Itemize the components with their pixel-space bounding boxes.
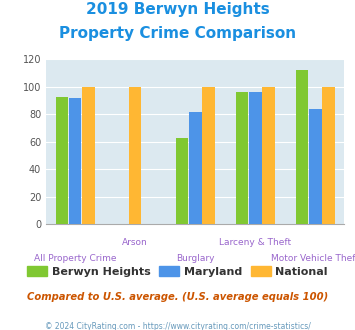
Bar bbox=[202, 87, 215, 224]
Text: Property Crime Comparison: Property Crime Comparison bbox=[59, 26, 296, 41]
Bar bbox=[69, 98, 82, 224]
Text: Burglary: Burglary bbox=[176, 254, 214, 263]
Bar bbox=[56, 96, 68, 224]
Bar bbox=[296, 70, 308, 224]
Bar bbox=[322, 87, 335, 224]
Bar bbox=[189, 112, 202, 224]
Bar bbox=[262, 87, 275, 224]
Legend: Berwyn Heights, Maryland, National: Berwyn Heights, Maryland, National bbox=[23, 261, 332, 281]
Text: All Property Crime: All Property Crime bbox=[34, 254, 116, 263]
Text: Larceny & Theft: Larceny & Theft bbox=[219, 238, 291, 247]
Text: Motor Vehicle Theft: Motor Vehicle Theft bbox=[271, 254, 355, 263]
Bar bbox=[82, 87, 95, 224]
Text: Compared to U.S. average. (U.S. average equals 100): Compared to U.S. average. (U.S. average … bbox=[27, 292, 328, 302]
Text: Arson: Arson bbox=[122, 238, 148, 247]
Bar bbox=[309, 109, 322, 224]
Text: © 2024 CityRating.com - https://www.cityrating.com/crime-statistics/: © 2024 CityRating.com - https://www.city… bbox=[45, 322, 310, 330]
Bar bbox=[249, 92, 262, 224]
Bar bbox=[236, 92, 248, 224]
Text: 2019 Berwyn Heights: 2019 Berwyn Heights bbox=[86, 2, 269, 16]
Bar bbox=[176, 138, 188, 224]
Bar bbox=[129, 87, 142, 224]
